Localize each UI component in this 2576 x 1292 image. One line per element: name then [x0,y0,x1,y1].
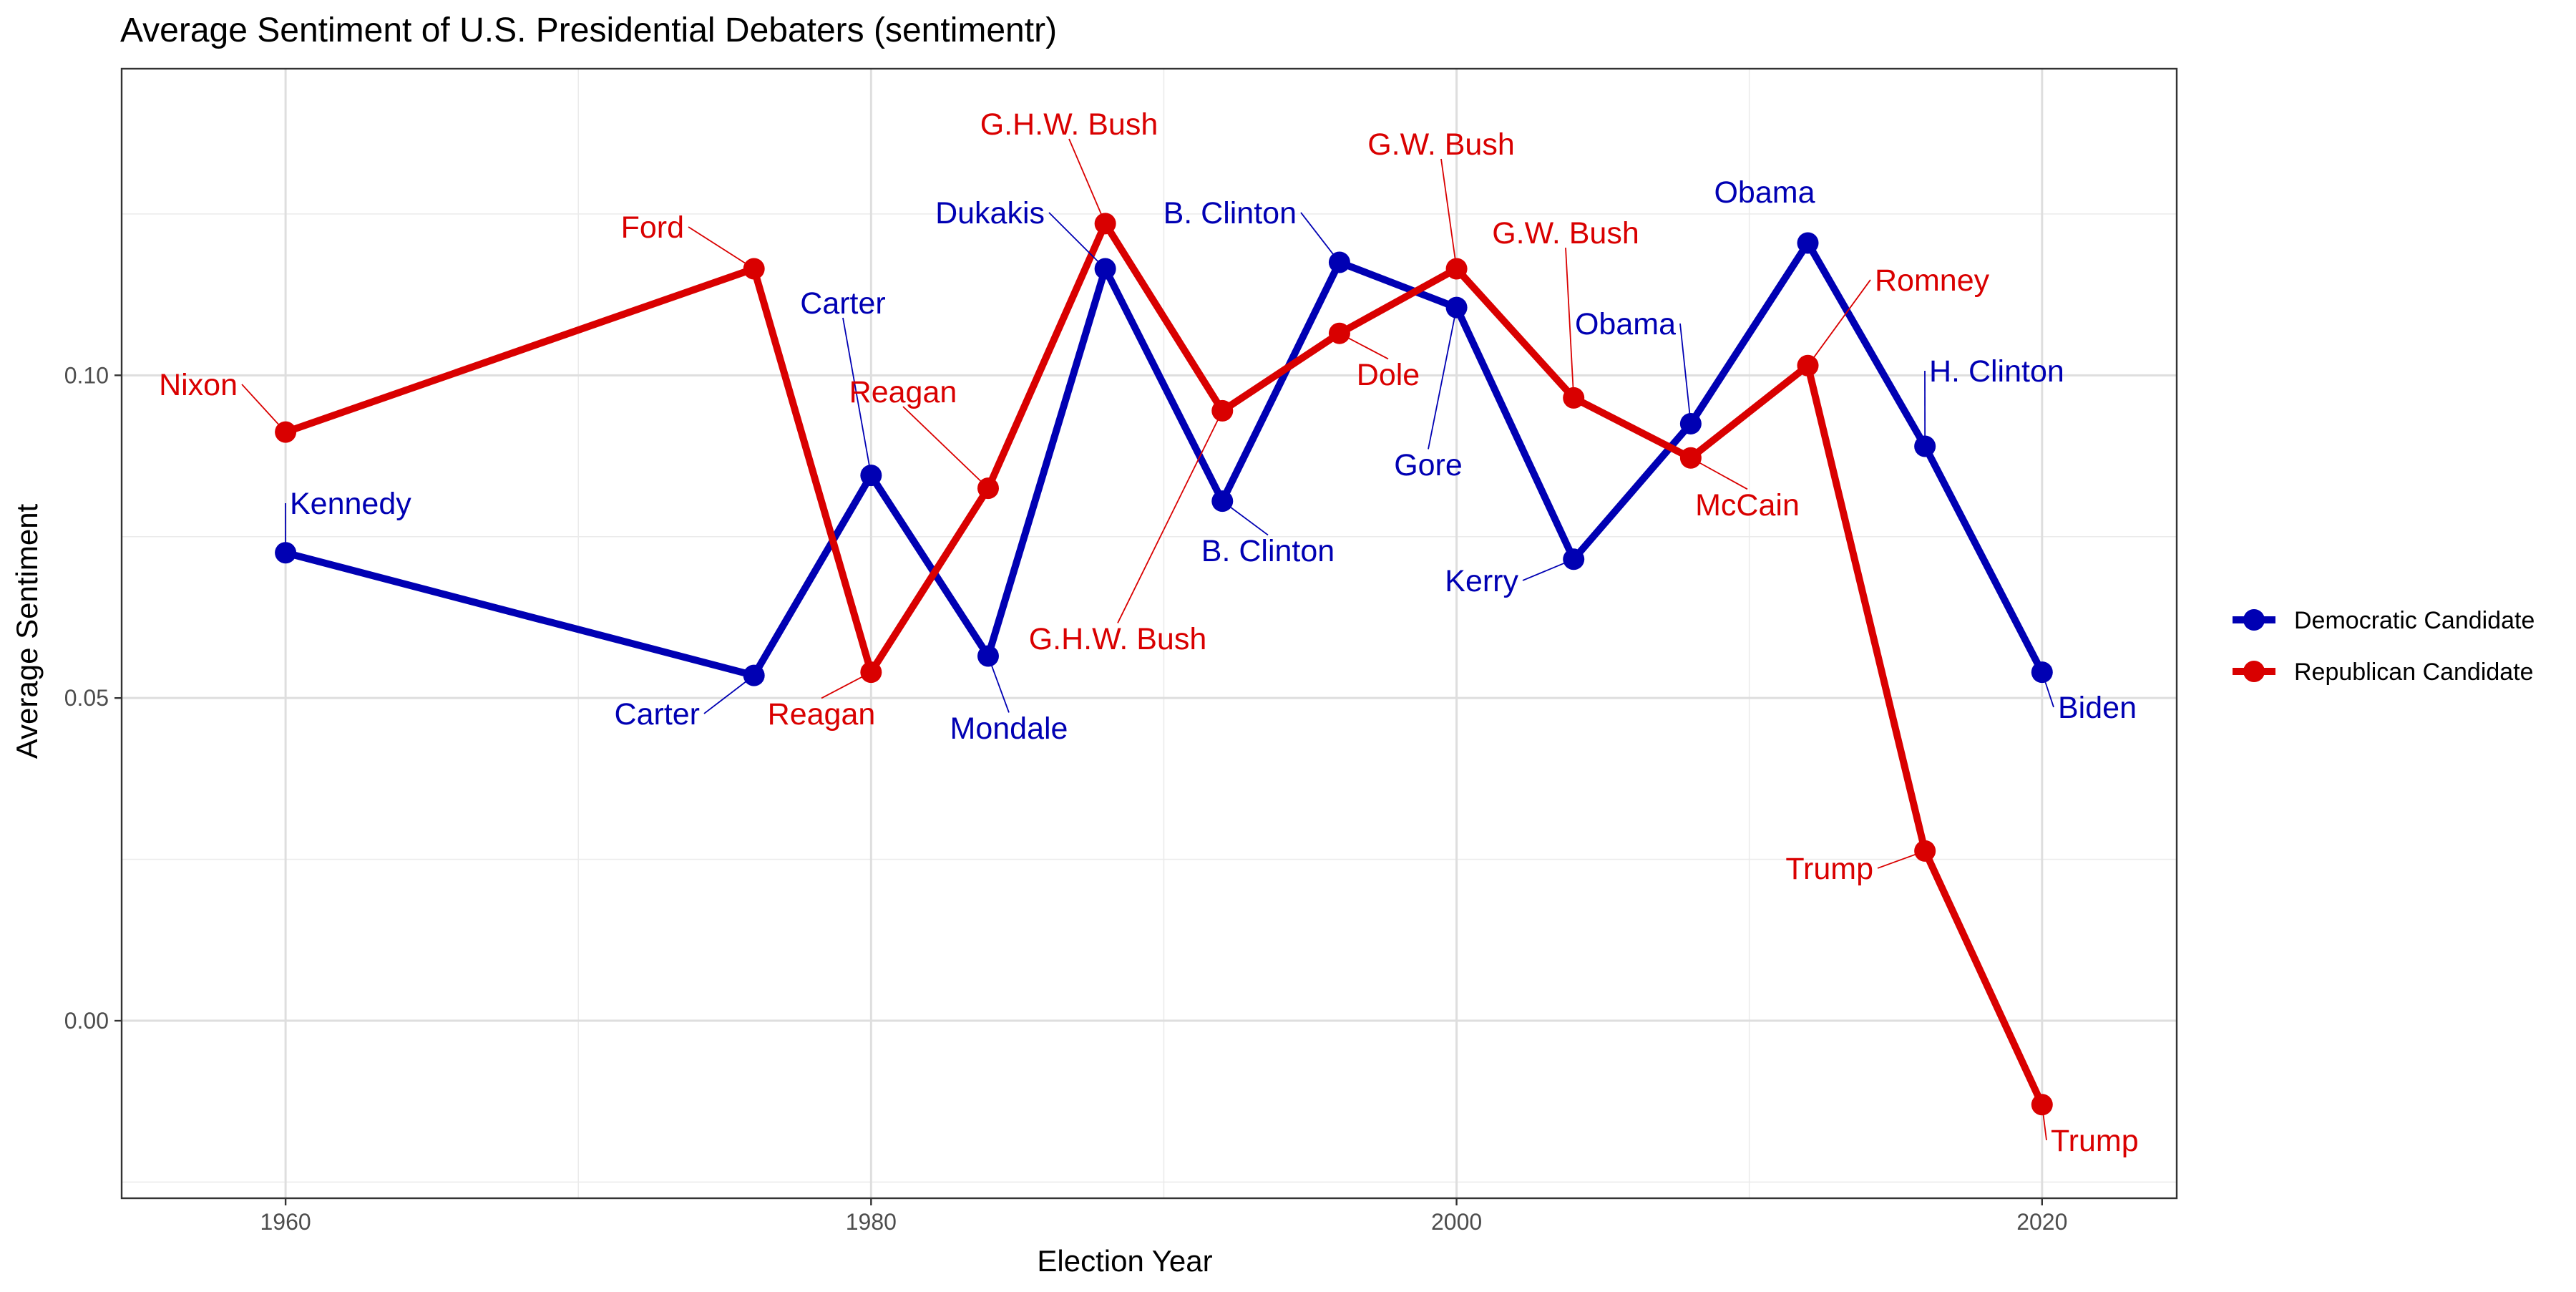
republican-point-label: G.H.W. Bush [1029,622,1207,656]
republican-point-label: G.W. Bush [1492,216,1639,251]
democratic-point-label: Mondale [950,711,1068,746]
democratic-point-label: B. Clinton [1201,534,1335,568]
republican-point-label: Trump [1785,852,1873,886]
legend-item-label: Democratic Candidate [2294,607,2534,634]
democratic-point-label: Kerry [1445,564,1518,598]
democratic-point-label: Dukakis [935,196,1045,230]
democratic-point-label: Obama [1575,307,1676,341]
x-axis-title: Election Year [1037,1244,1212,1278]
democratic-point-label: Obama [1714,175,1815,210]
y-tick-label: 0.05 [64,685,109,711]
x-tick-label: 1960 [260,1209,311,1235]
legend-key-point [2243,661,2265,682]
republican-point-label: Ford [621,210,684,245]
legend-key-point [2243,609,2265,631]
y-tick-label: 0.00 [64,1008,109,1034]
republican-point-label: G.H.W. Bush [980,107,1158,142]
y-axis-title: Average Sentiment [10,503,44,759]
republican-point-label: Trump [2051,1124,2139,1158]
republican-point-label: G.W. Bush [1367,127,1515,162]
democratic-data-point [1446,297,1468,319]
democratic-point-label: Carter [800,286,885,321]
x-tick-label: 2000 [1431,1209,1482,1235]
democratic-data-point [1797,232,1819,253]
x-tick-label: 1980 [846,1209,897,1235]
democratic-point-label: B. Clinton [1163,196,1297,230]
republican-point-label: Reagan [768,697,876,732]
x-tick-label: 2020 [2016,1209,2067,1235]
democratic-point-label: H. Clinton [1929,354,2064,389]
democratic-point-label: Gore [1394,448,1463,482]
legend-item-label: Republican Candidate [2294,659,2534,686]
democratic-point-label: Carter [615,697,700,732]
republican-point-label: Dole [1357,358,1420,392]
republican-point-label: McCain [1695,488,1800,523]
democratic-point-label: Kennedy [290,487,411,521]
republican-point-label: Nixon [159,368,238,402]
republican-point-label: Reagan [849,375,957,409]
republican-data-point [1446,258,1468,280]
republican-point-label: Romney [1875,263,1990,298]
y-tick-label: 0.10 [64,362,109,388]
chart-title: Average Sentiment of U.S. Presidential D… [120,11,1057,49]
democratic-point-label: Biden [2058,691,2137,725]
